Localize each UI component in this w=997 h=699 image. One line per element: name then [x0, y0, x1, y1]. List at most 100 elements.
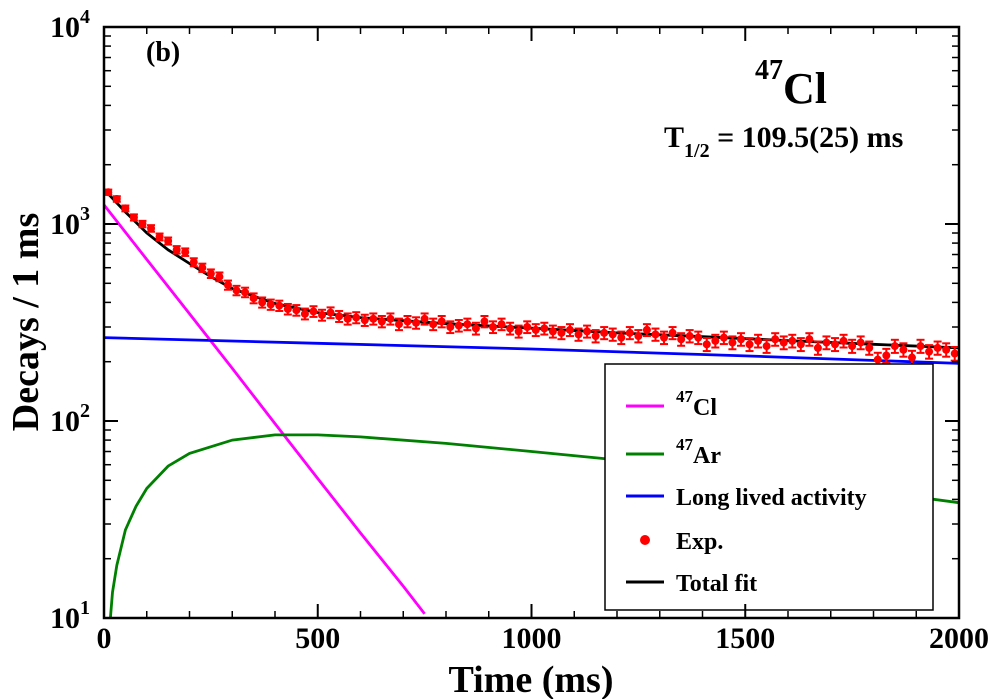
exp-point: [198, 262, 207, 273]
legend-label: Total fit: [676, 571, 757, 597]
exp-point: [223, 279, 232, 291]
exp-point: [600, 326, 609, 341]
y-tick-base: 10: [50, 405, 80, 438]
exp-marker: [266, 300, 275, 309]
exp-marker: [865, 343, 874, 352]
y-tick-exponent: 4: [80, 6, 90, 28]
exp-point: [771, 332, 780, 347]
exp-point: [471, 321, 480, 336]
exp-marker: [608, 330, 617, 339]
exp-marker: [822, 338, 831, 347]
nucleus-label: 47Cl: [755, 55, 827, 113]
x-axis-title: Time (ms): [449, 659, 614, 699]
exp-marker: [523, 323, 532, 332]
exp-marker: [583, 327, 592, 336]
exp-marker: [394, 320, 403, 329]
legend-label: 47Cl: [676, 387, 717, 421]
exp-marker: [172, 245, 181, 254]
exp-point: [865, 340, 874, 356]
exp-point: [386, 312, 395, 326]
exp-marker: [480, 317, 489, 326]
exp-point: [394, 317, 403, 332]
exp-marker: [856, 338, 865, 347]
exp-marker: [788, 336, 797, 345]
y-tick-label: 103: [50, 203, 90, 241]
exp-point: [933, 340, 942, 356]
exp-point: [514, 324, 523, 339]
exp-point: [617, 330, 626, 346]
exp-point: [779, 335, 788, 351]
y-tick-label: 101: [50, 597, 90, 635]
exp-point: [121, 204, 130, 213]
exp-marker: [335, 312, 344, 321]
halflife-value: = 109.5(25) ms: [710, 121, 904, 154]
axis-ticks: [103, 26, 960, 619]
y-tick-base: 10: [50, 602, 80, 635]
exp-point: [266, 298, 275, 311]
exp-marker: [796, 340, 805, 349]
exp-point: [206, 268, 215, 279]
exp-point: [642, 323, 651, 338]
exp-point: [369, 312, 378, 326]
exp-marker: [352, 313, 361, 322]
exp-marker: [651, 330, 660, 339]
exp-marker: [360, 316, 369, 325]
exp-marker: [848, 342, 857, 351]
legend-entry-long-lived-activity: Long lived activity: [626, 485, 867, 511]
exp-marker: [565, 325, 574, 334]
exp-point: [241, 286, 250, 299]
exp-marker: [754, 336, 763, 345]
exp-marker: [685, 332, 694, 341]
exp-point: [813, 340, 822, 356]
legend-element: Ar: [693, 443, 721, 469]
series-line-total-fit: [104, 188, 959, 350]
legend-entry-exp-: Exp.: [640, 529, 723, 555]
exp-point: [608, 327, 617, 342]
exp-marker: [925, 347, 934, 356]
exp-point: [377, 315, 386, 329]
exp-marker: [642, 325, 651, 334]
exp-point: [138, 219, 147, 229]
exp-point: [189, 257, 198, 268]
exp-point: [181, 247, 190, 257]
exp-marker: [882, 351, 891, 360]
exp-point: [164, 236, 173, 246]
exp-point: [668, 326, 677, 341]
exp-point: [660, 330, 669, 346]
exp-marker: [839, 336, 848, 345]
nucleus-mass: 47: [755, 55, 783, 86]
exp-point: [848, 338, 857, 354]
y-tick-exponent: 1: [80, 597, 90, 619]
x-tick-label: 1500: [715, 622, 775, 655]
exp-marker: [454, 321, 463, 330]
exp-marker: [181, 248, 190, 257]
exp-point: [788, 333, 797, 349]
exp-point: [694, 330, 703, 346]
exp-marker: [129, 213, 138, 222]
panel-label: (b): [146, 37, 180, 68]
exp-marker: [412, 318, 421, 327]
y-tick-exponent: 2: [80, 400, 90, 422]
exp-marker: [215, 272, 224, 281]
exp-marker: [471, 324, 480, 333]
exp-marker: [831, 340, 840, 349]
exp-marker: [326, 308, 335, 317]
exp-point: [890, 338, 899, 354]
exp-marker: [702, 340, 711, 349]
exp-point: [822, 335, 831, 351]
exp-marker: [600, 328, 609, 337]
exp-marker: [762, 342, 771, 351]
exp-marker: [283, 305, 292, 314]
exp-marker: [223, 281, 232, 290]
exp-point: [326, 306, 335, 320]
exp-marker: [711, 336, 720, 345]
exp-point: [420, 312, 429, 326]
exp-point: [591, 329, 600, 344]
exp-point: [899, 342, 908, 358]
exp-marker: [300, 309, 309, 318]
exp-point: [950, 345, 959, 362]
x-tick-label: 1000: [502, 622, 562, 655]
exp-point: [232, 284, 241, 297]
